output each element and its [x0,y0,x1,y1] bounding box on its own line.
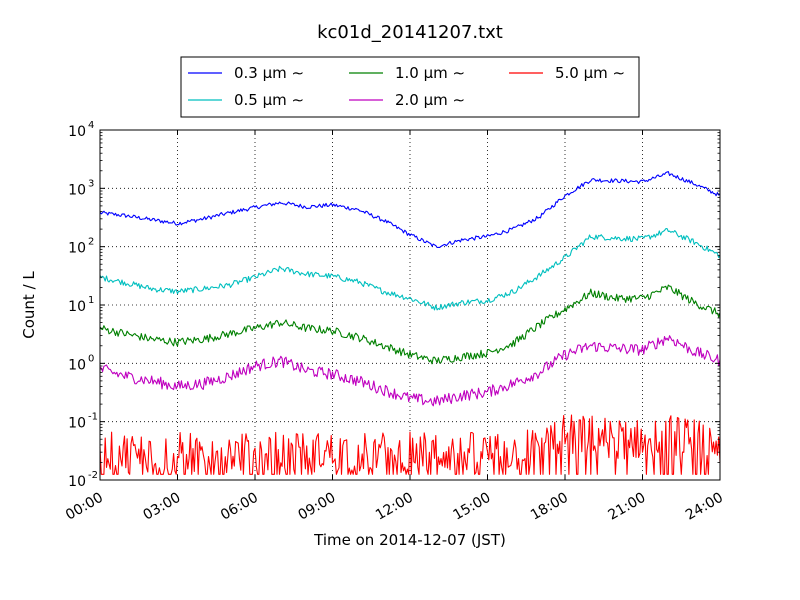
y-tick-exponent: 2 [88,237,94,248]
y-tick-exponent: 3 [88,178,94,189]
x-tick-labels: 00:00 03:00 06:00 09:00 12:00 15:00 18:00 21:00… [63,490,726,524]
series-line [99,284,721,365]
y-tick-base: 10 [68,124,86,140]
y-axis-label: Count / L [20,271,38,339]
x-tick-label: 24:00 [683,490,726,524]
legend-item: 1.0 μm ∼ [349,64,465,82]
x-tick-label: 09:00 [296,490,339,524]
series-line [99,227,721,311]
grid [100,130,720,480]
legend-item: 5.0 μm ∼ [509,64,625,82]
legend-item: 0.3 μm ∼ [188,64,304,82]
x-axis-label: Time on 2014-12-07 (JST) [313,531,506,549]
y-tick-label: 10 0 [68,353,94,373]
y-tick-label: 10 -1 [68,412,98,432]
legend-label: 0.3 μm ∼ [234,64,304,82]
series-line [99,171,721,249]
series-layer [99,171,721,475]
y-tick-label: 10 1 [68,295,94,315]
series-line [99,335,721,407]
y-tick-exponent: 4 [88,120,94,131]
x-tick-label: 06:00 [218,490,261,524]
y-tick-label: 10 -2 [68,470,98,490]
legend-box [180,56,640,118]
ticks [99,129,721,481]
x-tick-label: 21:00 [606,490,649,524]
chart-title: kc01d_20141207.txt [317,22,503,43]
y-tick-exponent: 1 [88,295,94,306]
y-tick-base: 10 [68,299,86,315]
legend-item: 0.5 μm ∼ [188,91,304,109]
y-tick-base: 10 [68,241,86,257]
y-tick-exponent: 0 [88,353,94,364]
x-tick-label: 03:00 [141,490,184,524]
y-tick-label: 10 3 [68,178,94,198]
legend-item: 2.0 μm ∼ [349,91,465,109]
x-tick-label: 12:00 [373,490,416,524]
legend-label: 0.5 μm ∼ [234,91,304,109]
y-tick-base: 10 [68,416,86,432]
legend-label: 5.0 μm ∼ [555,64,625,82]
legend-label: 1.0 μm ∼ [395,64,465,82]
y-tick-base: 10 [68,357,86,373]
y-tick-exponent: -2 [88,470,98,481]
y-tick-label: 10 4 [68,120,94,140]
y-tick-exponent: -1 [88,412,98,423]
y-tick-base: 10 [68,182,86,198]
legend-label: 2.0 μm ∼ [395,91,465,109]
y-tick-base: 10 [68,474,86,490]
y-tick-label: 10 2 [68,237,94,257]
legend: 0.3 μm ∼ 0.5 μm ∼ 1.0 μm ∼ 2.0 μm ∼ 5.0 μm ∼ [180,56,640,118]
x-tick-label: 15:00 [451,490,494,524]
x-tick-label: 18:00 [528,490,571,524]
x-tick-label: 00:00 [63,490,106,524]
series-line [99,414,721,475]
